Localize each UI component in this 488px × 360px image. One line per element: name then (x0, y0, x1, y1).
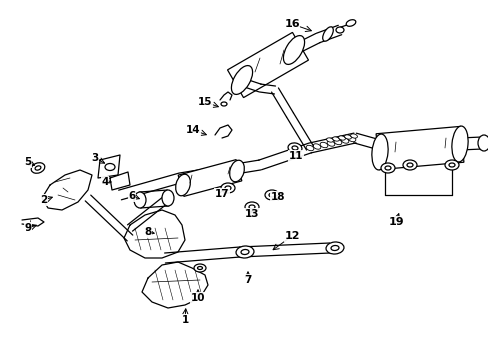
Ellipse shape (325, 242, 343, 254)
Ellipse shape (322, 27, 333, 41)
Polygon shape (110, 172, 130, 190)
Ellipse shape (341, 138, 348, 143)
Ellipse shape (320, 142, 327, 148)
Ellipse shape (287, 143, 301, 153)
Text: 18: 18 (270, 192, 285, 202)
Ellipse shape (291, 146, 297, 150)
Ellipse shape (330, 246, 338, 251)
Ellipse shape (194, 264, 205, 272)
Ellipse shape (283, 36, 304, 64)
Ellipse shape (229, 160, 244, 182)
Ellipse shape (162, 190, 174, 206)
Text: 16: 16 (284, 19, 299, 29)
Text: 14: 14 (185, 125, 200, 135)
Text: 15: 15 (197, 97, 212, 107)
Ellipse shape (31, 163, 45, 173)
Ellipse shape (371, 134, 387, 170)
Ellipse shape (347, 136, 355, 142)
Ellipse shape (268, 193, 274, 197)
Ellipse shape (241, 249, 248, 255)
Ellipse shape (221, 102, 226, 106)
Ellipse shape (305, 145, 313, 151)
Ellipse shape (384, 166, 390, 170)
Bar (178, 159, 242, 197)
Ellipse shape (35, 166, 41, 170)
Text: 5: 5 (24, 157, 32, 167)
Ellipse shape (333, 139, 341, 145)
Ellipse shape (134, 192, 146, 208)
Ellipse shape (380, 163, 394, 173)
Text: 4: 4 (101, 177, 108, 187)
Text: 11: 11 (288, 151, 303, 161)
Text: 7: 7 (244, 275, 251, 285)
Text: 3: 3 (91, 153, 99, 163)
Ellipse shape (332, 137, 339, 141)
Ellipse shape (231, 66, 252, 94)
Text: 9: 9 (24, 223, 32, 233)
Ellipse shape (175, 174, 190, 196)
Text: 13: 13 (244, 209, 259, 219)
Ellipse shape (326, 138, 333, 142)
Ellipse shape (335, 27, 343, 33)
Polygon shape (142, 262, 207, 308)
Ellipse shape (451, 126, 467, 162)
Ellipse shape (448, 163, 454, 167)
Ellipse shape (312, 144, 320, 149)
Text: 17: 17 (214, 189, 229, 199)
Text: 1: 1 (181, 315, 188, 325)
Ellipse shape (244, 202, 259, 212)
Ellipse shape (338, 136, 345, 140)
Ellipse shape (344, 135, 351, 139)
Ellipse shape (105, 163, 115, 171)
Ellipse shape (402, 160, 416, 170)
Ellipse shape (197, 266, 202, 270)
Ellipse shape (224, 186, 230, 190)
Text: 8: 8 (144, 227, 151, 237)
Polygon shape (42, 170, 92, 210)
Text: 19: 19 (387, 217, 403, 227)
Ellipse shape (236, 246, 253, 258)
Text: 2: 2 (41, 195, 47, 205)
Ellipse shape (406, 163, 412, 167)
Text: 10: 10 (190, 293, 205, 303)
Ellipse shape (346, 20, 355, 26)
Bar (375, 126, 463, 170)
Polygon shape (98, 155, 120, 178)
Text: 12: 12 (284, 231, 299, 241)
Ellipse shape (350, 134, 357, 138)
Ellipse shape (221, 183, 235, 193)
Text: 6: 6 (128, 191, 135, 201)
Ellipse shape (248, 205, 254, 209)
Ellipse shape (477, 135, 488, 151)
Ellipse shape (444, 160, 458, 170)
Bar (227, 32, 308, 98)
Ellipse shape (264, 190, 279, 200)
Polygon shape (124, 210, 184, 258)
Ellipse shape (326, 141, 334, 146)
